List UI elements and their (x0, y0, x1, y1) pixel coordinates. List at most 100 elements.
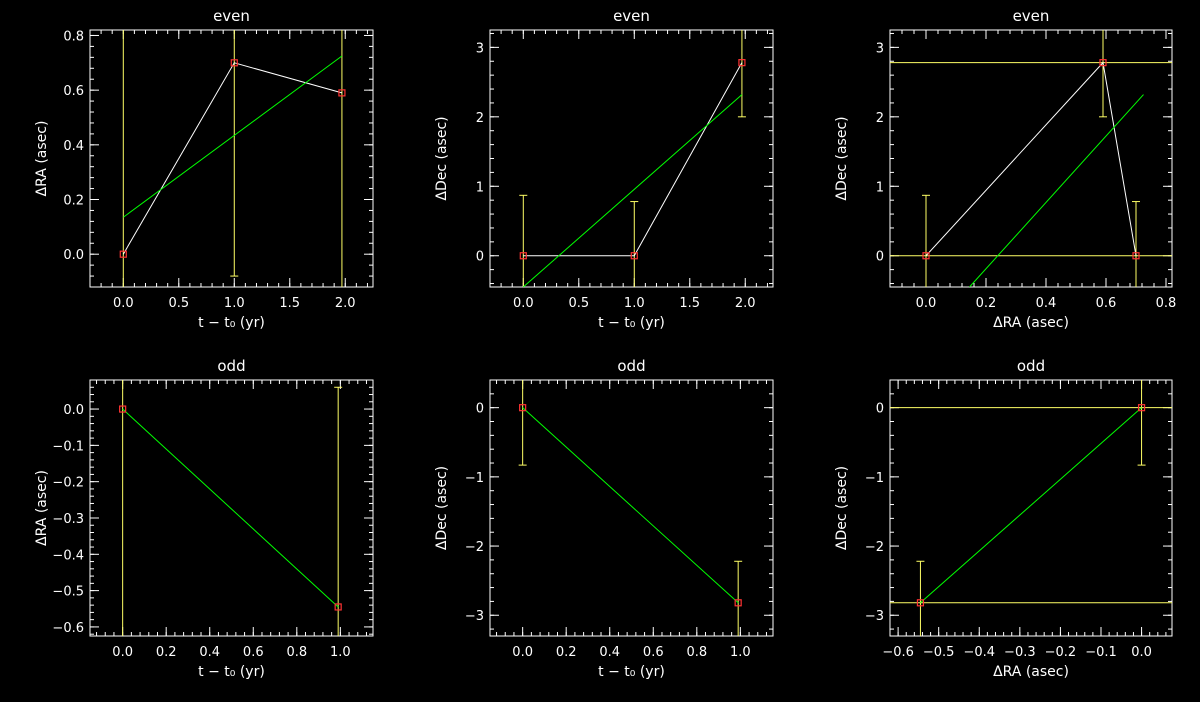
x-tick-label: 2.0 (335, 296, 356, 311)
x-axis-label: ΔRA (asec) (993, 664, 1069, 680)
panel-title: odd (617, 357, 645, 375)
x-axis-label: t − t₀ (yr) (198, 315, 265, 331)
data-point (519, 404, 527, 412)
x-tick-label: 1.0 (730, 645, 751, 660)
y-axis-label: ΔDec (asec) (434, 116, 450, 200)
data-point (1137, 404, 1146, 412)
chart-panel-4: 0.0 0.2 0.4 0.6 0.8 1.0 0.0 −0.1 −0.2 −0.3 −0.4 −0.… (34, 357, 374, 680)
y-tick-label: −1 (465, 471, 484, 486)
y-axis-label: ΔRA (asec) (34, 121, 50, 197)
data-layer (119, 380, 343, 636)
x-tick-label: 0.0 (112, 645, 133, 660)
y-tick-label: 0 (476, 402, 484, 417)
y-axis-label: ΔRA (asec) (34, 470, 50, 546)
y-tick-label: −3 (865, 609, 884, 624)
data-point (1132, 252, 1140, 260)
x-tick-label: 0.6 (1096, 296, 1117, 311)
data-layer (519, 30, 746, 287)
fit-line (522, 94, 743, 287)
y-tick-label: −1 (865, 471, 884, 486)
x-tick-label: 0.4 (1036, 296, 1057, 311)
x-axis-label: t − t₀ (yr) (198, 664, 265, 680)
x-tick-label: 0.5 (168, 296, 189, 311)
axes-frame (489, 379, 774, 637)
y-tick-label: 0.0 (63, 403, 84, 418)
x-tick-label: −0.4 (963, 645, 995, 660)
y-tick-label: 0 (876, 402, 884, 417)
x-tick-label: 0.0 (512, 645, 533, 660)
y-tick-label: −0.6 (52, 621, 84, 636)
y-tick-label: 1 (476, 180, 484, 195)
y-tick-label: −0.4 (52, 548, 84, 563)
x-axis-label: ΔRA (asec) (993, 315, 1069, 331)
y-axis-label: ΔDec (asec) (834, 466, 850, 550)
y-tick-label: 3 (876, 41, 884, 56)
fit-line (122, 55, 343, 218)
y-tick-label: 2 (476, 111, 484, 126)
panel-title: even (213, 7, 250, 25)
y-tick-label: 0.6 (63, 84, 84, 99)
data-point (334, 603, 342, 611)
y-tick-label: 0.0 (63, 248, 84, 263)
chart-panel-1: 0.0 0.5 1.0 1.5 2.0 0.0 0.2 0.4 0.6 0.8 even t − t₀… (34, 7, 374, 331)
y-tick-label: 0 (876, 250, 884, 265)
x-tick-label: 0.2 (976, 296, 997, 311)
data-point (916, 599, 925, 607)
x-tick-label: −0.3 (1004, 645, 1036, 660)
data-point (119, 250, 127, 258)
axes-frame (89, 29, 374, 288)
x-tick-label: 0.6 (243, 645, 264, 660)
x-axis-label: t − t₀ (yr) (598, 315, 665, 331)
y-axis-label: ΔDec (asec) (834, 116, 850, 200)
x-tick-label: 0.2 (556, 645, 577, 660)
y-tick-label: 0.2 (63, 194, 84, 209)
fit-line (969, 94, 1144, 287)
x-tick-label: 0.0 (113, 296, 134, 311)
x-tick-label: 2.0 (735, 296, 756, 311)
x-tick-label: 1.0 (330, 645, 351, 660)
data-point (738, 59, 746, 67)
chart-panel-6: −0.6 −0.5 −0.4 −0.3 −0.2 −0.1 0.0 0 −1 −2 −3 odd ΔRA… (834, 357, 1173, 680)
x-tick-label: 0.8 (1156, 296, 1177, 311)
x-tick-label: −0.2 (1045, 645, 1077, 660)
x-tick-label: 0.5 (568, 296, 589, 311)
y-tick-label: −0.1 (52, 439, 84, 454)
data-layer (890, 30, 1172, 287)
data-point (734, 599, 742, 607)
x-tick-label: 0.6 (643, 645, 664, 660)
y-tick-label: 2 (876, 111, 884, 126)
panel-title: even (613, 7, 650, 25)
data-layer (119, 30, 346, 287)
y-tick-label: −3 (465, 609, 484, 624)
axes-frame (489, 29, 774, 288)
chart-panel-3: 0.0 0.2 0.4 0.6 0.8 0 1 2 3 even ΔRA (asec) ΔDec (a… (834, 7, 1176, 331)
x-tick-label: −0.5 (923, 645, 955, 660)
x-tick-label: 1.0 (624, 296, 645, 311)
panel-title: odd (217, 357, 245, 375)
data-point (1099, 59, 1107, 67)
fit-line (920, 407, 1142, 604)
y-tick-label: 3 (476, 41, 484, 56)
y-tick-label: 0.4 (63, 139, 84, 154)
data-point (519, 252, 527, 260)
axes-frame (889, 379, 1173, 637)
chart-panel-2: 0.0 0.5 1.0 1.5 2.0 0 1 2 3 even t − t₀ (yr) ΔDec (… (434, 7, 774, 331)
x-tick-label: 0.8 (686, 645, 707, 660)
y-tick-label: 0.8 (63, 29, 84, 44)
chart-panel-5: 0.0 0.2 0.4 0.6 0.8 1.0 0 −1 −2 −3 odd t − t₀ (yr) Δ… (434, 357, 774, 680)
y-tick-label: −0.3 (52, 512, 84, 527)
panel-title: odd (1017, 357, 1045, 375)
x-tick-label: 0.8 (286, 645, 307, 660)
data-layer (890, 380, 1172, 636)
x-tick-label: −0.6 (882, 645, 914, 660)
data-layer (518, 380, 743, 636)
y-tick-label: 0 (476, 250, 484, 265)
x-tick-label: 0.4 (599, 645, 620, 660)
axes-frame (89, 379, 374, 637)
y-axis-label: ΔDec (asec) (434, 466, 450, 550)
data-line (925, 61, 1137, 257)
y-tick-label: −2 (865, 540, 884, 555)
y-tick-label: −2 (465, 540, 484, 555)
